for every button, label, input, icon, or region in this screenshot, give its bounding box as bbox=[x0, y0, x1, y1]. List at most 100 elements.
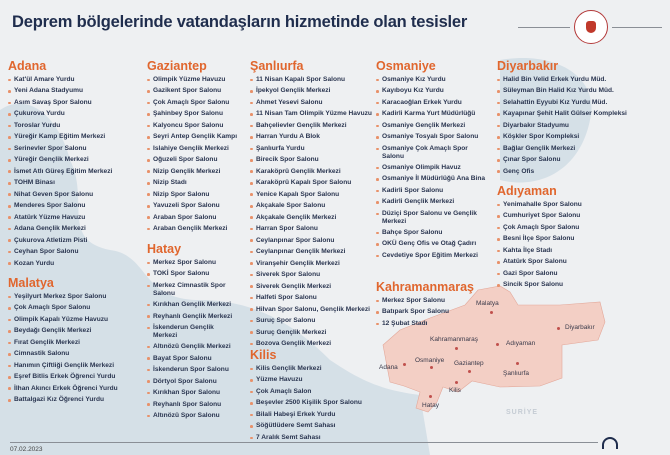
facility-item: Toroslar Yurdu bbox=[8, 122, 136, 130]
facility-item: Kozan Yurdu bbox=[8, 260, 136, 268]
facility-item: Söğütlüdere Semt Sahası bbox=[250, 422, 375, 430]
facility-list: Halid Bin Velid Erkek Yurdu Müd. Süleyman… bbox=[497, 76, 657, 175]
facility-item: Halfeti Spor Salonu bbox=[250, 294, 375, 302]
facility-item: Kat'ül Amare Yurdu bbox=[8, 76, 136, 84]
divider bbox=[612, 27, 662, 28]
facility-item: Fırat Gençlik Merkezi bbox=[8, 339, 133, 347]
facility-item: Besni İlçe Spor Salonu bbox=[497, 235, 647, 243]
facility-item: Çukurova Yurdu bbox=[8, 110, 136, 118]
facility-item: Akçakale Spor Salonu bbox=[250, 202, 375, 210]
facility-item: Şahinbey Spor Salonu bbox=[147, 110, 252, 118]
facility-item: Çukurova Atletizm Pisti bbox=[8, 237, 136, 245]
facility-item: Asım Savaş Spor Salonu bbox=[8, 99, 136, 107]
facility-item: Cumhuriyet Spor Salonu bbox=[497, 212, 647, 220]
section-heading: Adıyaman bbox=[497, 184, 557, 198]
earthquake-region bbox=[382, 285, 606, 413]
facility-item: Nihat Geven Spor Salonu bbox=[8, 191, 136, 199]
facility-item: Nizip Spor Salonu bbox=[147, 191, 252, 199]
map-label: Adıyaman bbox=[506, 340, 536, 347]
section-heading: Adana bbox=[8, 59, 47, 73]
map-label: Gaziantep bbox=[454, 360, 484, 367]
section-heading: Diyarbakır bbox=[497, 59, 559, 73]
facility-item: Suruç Gençlik Merkezi bbox=[250, 329, 375, 337]
facility-list: Yenimahalle Spor Salonu Cumhuriyet Spor S… bbox=[497, 201, 647, 289]
page-title: Deprem bölgelerinde vatandaşların hizmet… bbox=[12, 13, 468, 31]
facility-item: Ceyhan Spor Salonu bbox=[8, 248, 136, 256]
facility-item: Nizip Stadı bbox=[147, 179, 252, 187]
facility-item: Serinevler Spor Salonu bbox=[8, 145, 136, 153]
facility-item: Osmaniye Kız Yurdu bbox=[376, 76, 488, 84]
facility-item: Kırıkhan Gençlik Merkezi bbox=[147, 301, 239, 309]
facility-list: Osmaniye Kız Yurdu Kayıboyu Kız Yurdu Kara… bbox=[376, 76, 488, 260]
city-marker bbox=[430, 366, 433, 369]
facility-item: Viranşehir Gençlik Merkezi bbox=[250, 260, 375, 268]
facility-item: TOKİ Spor Salonu bbox=[147, 270, 239, 278]
facility-item: Diyarbakır Stadyumu bbox=[497, 122, 657, 130]
facility-item: Atatürk Yüzme Havuzu bbox=[8, 214, 136, 222]
facility-item: Çok Amaçlı Spor Salonu bbox=[8, 304, 133, 312]
facility-item: Batıpark Spor Salonu bbox=[376, 308, 488, 316]
facility-item: TOHM Binası bbox=[8, 179, 136, 187]
facility-item: Olimpik Yüzme Havuzu bbox=[147, 76, 252, 84]
section-heading: Hatay bbox=[147, 242, 182, 256]
facility-item: Battalgazi Kız Öğrenci Yurdu bbox=[8, 396, 133, 404]
city-marker bbox=[557, 327, 560, 330]
facility-item: Çınar Spor Salonu bbox=[497, 156, 657, 164]
facility-item: Altınözü Gençlik Merkezi bbox=[147, 343, 239, 351]
facility-item: Yeni Adana Stadyumu bbox=[8, 87, 136, 95]
facility-item: OKÜ Genç Ofis ve Otağ Çadırı bbox=[376, 240, 488, 248]
facility-item: Köşkler Spor Kompleksi bbox=[497, 133, 657, 141]
facility-item: Ahmet Yesevi Salonu bbox=[250, 99, 375, 107]
facility-item: Yeşilyurt Merkez Spor Salonu bbox=[8, 293, 133, 301]
facility-item: Birecik Spor Salonu bbox=[250, 156, 375, 164]
publish-date: 07.02.2023 bbox=[10, 446, 43, 453]
facility-item: Düziçi Spor Salonu ve Gençlik Merkezi bbox=[376, 210, 488, 225]
section-gaziantep: Gaziantep Olimpik Yüzme Havuzu Gazikent Sp… bbox=[147, 59, 252, 237]
facility-item: Karacaoğlan Erkek Yurdu bbox=[376, 99, 488, 107]
city-marker bbox=[455, 381, 458, 384]
section-diyarbakır: Diyarbakır Halid Bin Velid Erkek Yurdu Mü… bbox=[497, 59, 657, 179]
facility-item: Bağlar Gençlik Merkezi bbox=[497, 145, 657, 153]
facility-item: Kayapınar Şehit Halit Gülser Kompleksi bbox=[497, 110, 657, 118]
facility-item: Siverek Spor Salonu bbox=[250, 271, 375, 279]
city-marker bbox=[403, 363, 406, 366]
facility-item: Dörtyol Spor Salonu bbox=[147, 378, 239, 386]
map-label: Diyarbakır bbox=[565, 324, 595, 331]
map-label: Kahramanmaraş bbox=[430, 336, 479, 343]
map-label: Malatya bbox=[476, 300, 499, 307]
facility-item: Beydağı Gençlik Merkezi bbox=[8, 327, 133, 335]
section-hatay: Hatay Merkez Spor Salonu TOKİ Spor Salonu M… bbox=[147, 242, 239, 423]
facility-item: Beşevler 2500 Kişilik Spor Salonu bbox=[250, 399, 375, 407]
facility-item: Merkez Spor Salonu bbox=[376, 297, 488, 305]
facility-item: Siverek Gençlik Merkezi bbox=[250, 283, 375, 291]
city-marker bbox=[490, 311, 493, 314]
section-heading: Osmaniye bbox=[376, 59, 436, 73]
facility-item: Altınözü Spor Salonu bbox=[147, 412, 239, 420]
section-şanlıurfa: Şanlıurfa 11 Nisan Kapalı Spor Salonu İpek… bbox=[250, 59, 375, 352]
map-label: Hatay bbox=[422, 402, 439, 409]
facility-item: Osmaniye Olimpik Havuz bbox=[376, 164, 488, 172]
facility-item: Çok Amaçlı Spor Salonu bbox=[147, 99, 252, 107]
facility-item: Hanımın Çiftliği Gençlik Merkezi bbox=[8, 362, 133, 370]
facility-item: Araban Gençlik Merkezi bbox=[147, 225, 252, 233]
section-adana: Adana Kat'ül Amare Yurdu Yeni Adana Stadyu… bbox=[8, 59, 136, 271]
facility-item: Yenimahalle Spor Salonu bbox=[497, 201, 647, 209]
city-marker bbox=[516, 362, 519, 365]
facility-item: Süleyman Bin Halid Kız Yurdu Müd. bbox=[497, 87, 657, 95]
facility-item: Kahta İlçe Stadı bbox=[497, 247, 647, 255]
facility-item: Yenice Kapalı Spor Salonu bbox=[250, 191, 375, 199]
facility-item: İskenderun Spor Salonu bbox=[147, 366, 239, 374]
facility-item: Kadirli Gençlik Merkezi bbox=[376, 198, 488, 206]
facility-item: Seyri Antep Gençlik Kampı bbox=[147, 133, 252, 141]
facility-item: Harran Yurdu A Blok bbox=[250, 133, 375, 141]
facility-item: Cimnastik Salonu bbox=[8, 350, 133, 358]
section-adıyaman: Adıyaman Yenimahalle Spor Salonu Cumhuriye… bbox=[497, 184, 647, 293]
section-heading: Malatya bbox=[8, 276, 54, 290]
section-kahramanmaraş: Kahramanmaraş Merkez Spor Salonu Batıpark … bbox=[376, 280, 488, 331]
facility-item: Şanlıurfa Yurdu bbox=[250, 145, 375, 153]
facility-list: Kat'ül Amare Yurdu Yeni Adana Stadyumu Ası… bbox=[8, 76, 136, 267]
facility-item: Kırıkhan Spor Salonu bbox=[147, 389, 239, 397]
facility-item: Halid Bin Velid Erkek Yurdu Müd. bbox=[497, 76, 657, 84]
facility-item: Hilvan Spor Salonu, Gençlik Merkezi bbox=[250, 306, 375, 314]
facility-item: Cevdetiye Spor Eğitim Merkezi bbox=[376, 252, 488, 260]
